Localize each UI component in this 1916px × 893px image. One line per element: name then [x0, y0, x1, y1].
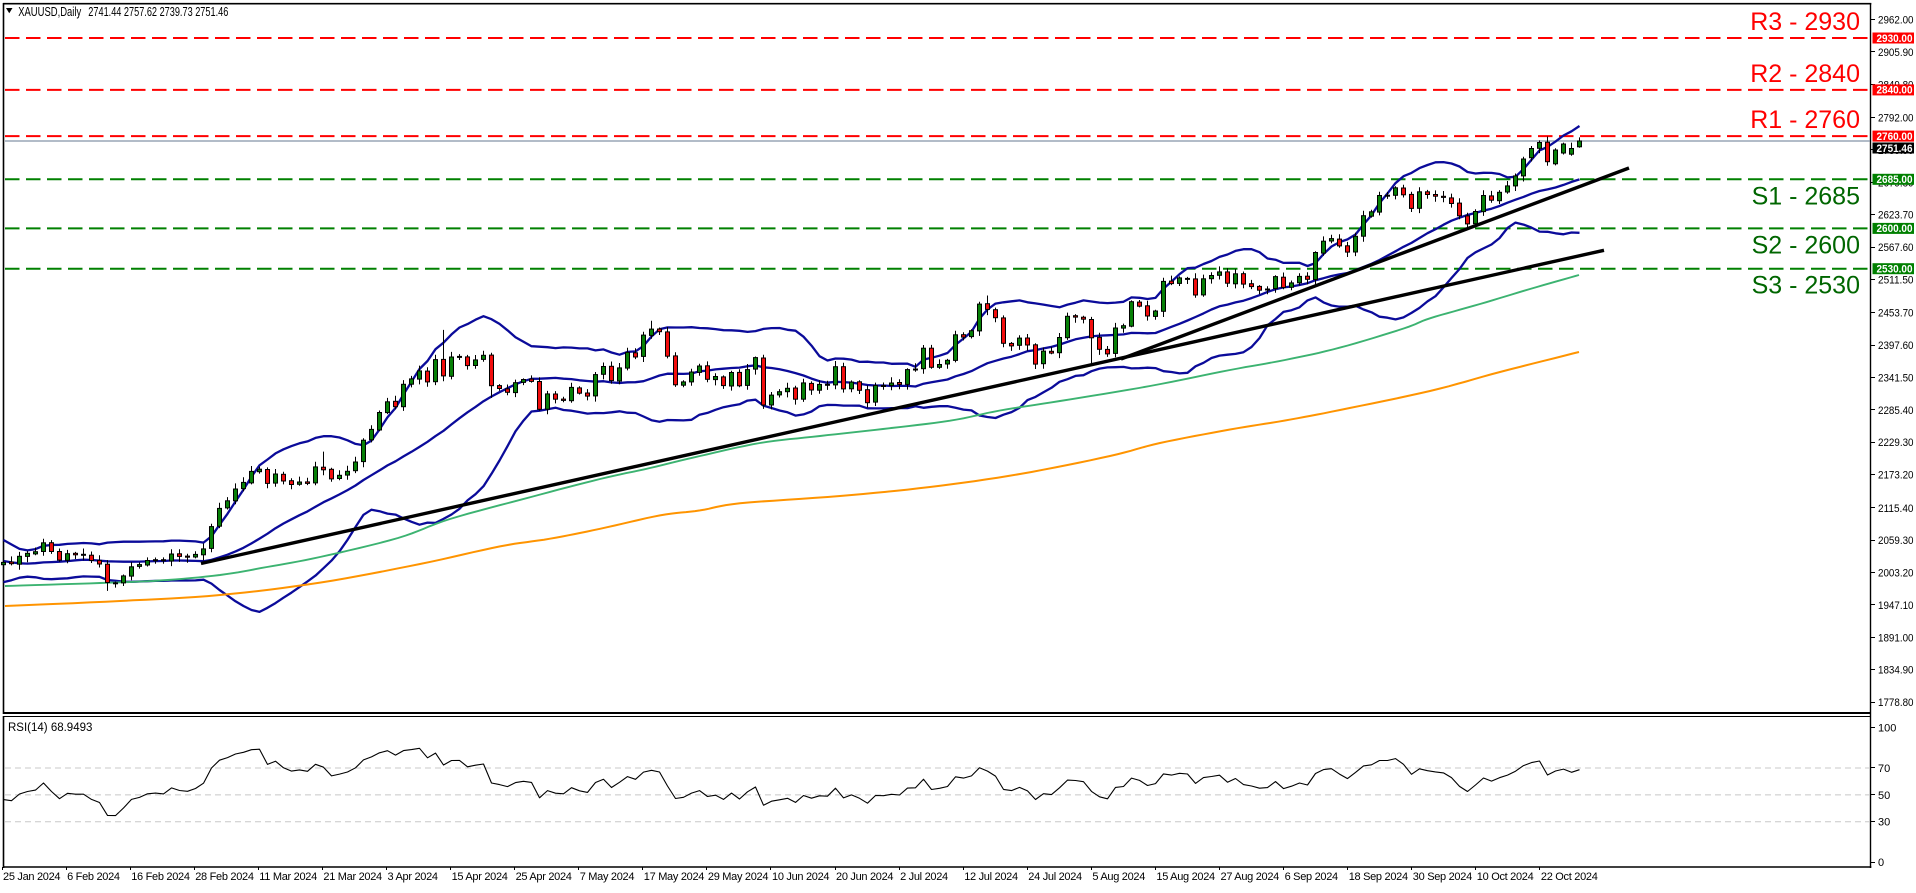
- svg-text:12 Jul 2024: 12 Jul 2024: [964, 871, 1018, 883]
- svg-text:S2 - 2600: S2 - 2600: [1752, 231, 1860, 259]
- svg-text:25 Jan 2024: 25 Jan 2024: [3, 871, 60, 883]
- svg-text:2840.00: 2840.00: [1877, 85, 1913, 97]
- svg-text:50: 50: [1878, 790, 1890, 802]
- svg-text:R2 - 2840: R2 - 2840: [1750, 60, 1860, 88]
- svg-text:17 May 2024: 17 May 2024: [644, 871, 704, 883]
- svg-text:2685.00: 2685.00: [1877, 174, 1913, 186]
- svg-text:15 Aug 2024: 15 Aug 2024: [1156, 871, 1215, 883]
- svg-text:2962.00: 2962.00: [1878, 15, 1914, 27]
- svg-text:2760.00: 2760.00: [1877, 131, 1913, 143]
- svg-text:2623.70: 2623.70: [1878, 210, 1914, 222]
- svg-text:6 Feb 2024: 6 Feb 2024: [67, 871, 120, 883]
- svg-text:2751.46: 2751.46: [1877, 143, 1913, 155]
- svg-text:7 May 2024: 7 May 2024: [580, 871, 635, 883]
- svg-text:1834.90: 1834.90: [1878, 665, 1914, 677]
- svg-text:2229.30: 2229.30: [1878, 437, 1914, 449]
- svg-text:24 Jul 2024: 24 Jul 2024: [1028, 871, 1082, 883]
- svg-text:22 Oct 2024: 22 Oct 2024: [1541, 871, 1598, 883]
- svg-text:2453.70: 2453.70: [1878, 308, 1914, 320]
- svg-text:RSI(14) 68.9493: RSI(14) 68.9493: [8, 722, 92, 734]
- svg-text:6 Sep 2024: 6 Sep 2024: [1285, 871, 1338, 883]
- svg-text:2397.60: 2397.60: [1878, 340, 1914, 352]
- svg-text:XAUUSD,Daily: XAUUSD,Daily: [18, 4, 81, 19]
- svg-text:30 Sep 2024: 30 Sep 2024: [1413, 871, 1472, 883]
- svg-text:1891.00: 1891.00: [1878, 632, 1914, 644]
- svg-text:2003.20: 2003.20: [1878, 568, 1914, 580]
- svg-text:2115.40: 2115.40: [1878, 503, 1914, 515]
- svg-text:2600.00: 2600.00: [1877, 223, 1913, 235]
- svg-text:2741.44 2757.62 2739.73 2751.4: 2741.44 2757.62 2739.73 2751.46: [88, 4, 228, 19]
- svg-text:27 Aug 2024: 27 Aug 2024: [1221, 871, 1280, 883]
- svg-text:2285.40: 2285.40: [1878, 405, 1914, 417]
- svg-text:20 Jun 2024: 20 Jun 2024: [836, 871, 893, 883]
- svg-text:2792.00: 2792.00: [1878, 113, 1914, 125]
- svg-text:16 Feb 2024: 16 Feb 2024: [131, 871, 190, 883]
- svg-text:2530.00: 2530.00: [1877, 264, 1913, 276]
- svg-text:10 Oct 2024: 10 Oct 2024: [1477, 871, 1534, 883]
- svg-text:21 Mar 2024: 21 Mar 2024: [323, 871, 382, 883]
- svg-text:1947.10: 1947.10: [1878, 600, 1914, 612]
- svg-text:18 Sep 2024: 18 Sep 2024: [1349, 871, 1408, 883]
- svg-text:2930.00: 2930.00: [1877, 33, 1913, 45]
- svg-text:2173.20: 2173.20: [1878, 470, 1914, 482]
- svg-text:30: 30: [1878, 817, 1890, 829]
- svg-text:2511.50: 2511.50: [1878, 274, 1914, 286]
- svg-text:S1 - 2685: S1 - 2685: [1752, 182, 1860, 210]
- svg-text:R1 - 2760: R1 - 2760: [1750, 106, 1860, 134]
- svg-text:R3 - 2930: R3 - 2930: [1750, 8, 1860, 36]
- svg-text:3 Apr 2024: 3 Apr 2024: [388, 871, 438, 883]
- svg-text:28 Feb 2024: 28 Feb 2024: [195, 871, 254, 883]
- svg-text:2905.90: 2905.90: [1878, 47, 1914, 59]
- svg-text:29 May 2024: 29 May 2024: [708, 871, 768, 883]
- svg-text:11 Mar 2024: 11 Mar 2024: [259, 871, 317, 883]
- svg-text:2567.60: 2567.60: [1878, 242, 1914, 254]
- svg-text:1778.80: 1778.80: [1878, 697, 1914, 709]
- svg-text:2341.50: 2341.50: [1878, 373, 1914, 385]
- svg-text:2 Jul 2024: 2 Jul 2024: [900, 871, 948, 883]
- svg-text:2059.30: 2059.30: [1878, 535, 1914, 547]
- svg-text:70: 70: [1878, 763, 1890, 775]
- svg-text:5 Aug 2024: 5 Aug 2024: [1092, 871, 1145, 883]
- svg-text:25 Apr 2024: 25 Apr 2024: [516, 871, 572, 883]
- svg-text:S3 - 2530: S3 - 2530: [1752, 272, 1860, 300]
- svg-text:0: 0: [1878, 857, 1884, 869]
- svg-text:100: 100: [1878, 723, 1896, 735]
- svg-text:10 Jun 2024: 10 Jun 2024: [772, 871, 829, 883]
- svg-text:15 Apr 2024: 15 Apr 2024: [452, 871, 508, 883]
